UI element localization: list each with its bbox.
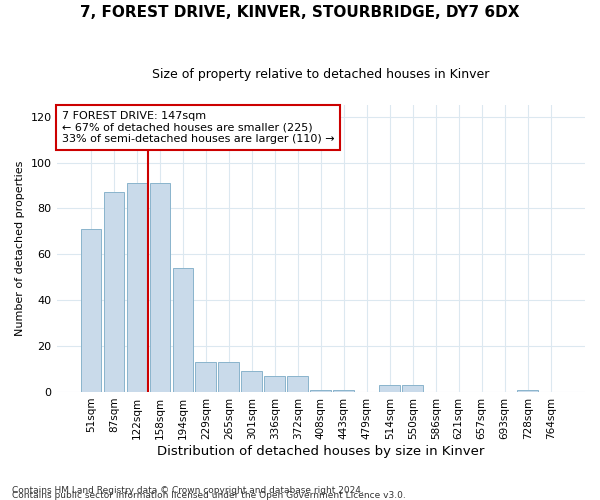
- Bar: [265, 376, 285, 392]
- Title: Size of property relative to detached houses in Kinver: Size of property relative to detached ho…: [152, 68, 490, 80]
- Bar: [517, 390, 538, 392]
- Bar: [149, 184, 170, 392]
- Bar: [287, 376, 308, 392]
- Bar: [218, 362, 239, 392]
- Bar: [241, 372, 262, 392]
- Bar: [310, 390, 331, 392]
- Bar: [173, 268, 193, 392]
- Bar: [80, 229, 101, 392]
- Y-axis label: Number of detached properties: Number of detached properties: [15, 161, 25, 336]
- Bar: [334, 390, 354, 392]
- Text: Contains HM Land Registry data © Crown copyright and database right 2024.: Contains HM Land Registry data © Crown c…: [12, 486, 364, 495]
- X-axis label: Distribution of detached houses by size in Kinver: Distribution of detached houses by size …: [157, 444, 484, 458]
- Bar: [196, 362, 216, 392]
- Text: 7, FOREST DRIVE, KINVER, STOURBRIDGE, DY7 6DX: 7, FOREST DRIVE, KINVER, STOURBRIDGE, DY…: [80, 5, 520, 20]
- Bar: [127, 184, 147, 392]
- Bar: [379, 385, 400, 392]
- Text: 7 FOREST DRIVE: 147sqm
← 67% of detached houses are smaller (225)
33% of semi-de: 7 FOREST DRIVE: 147sqm ← 67% of detached…: [62, 111, 334, 144]
- Bar: [104, 192, 124, 392]
- Bar: [403, 385, 423, 392]
- Text: Contains public sector information licensed under the Open Government Licence v3: Contains public sector information licen…: [12, 491, 406, 500]
